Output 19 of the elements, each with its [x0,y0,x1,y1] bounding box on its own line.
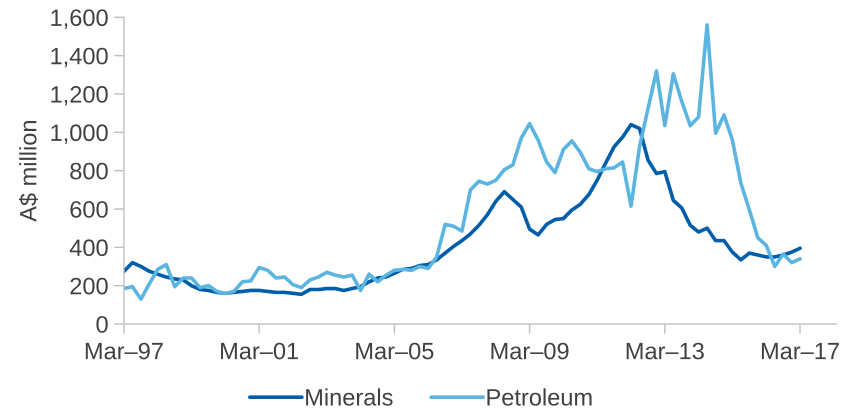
y-tick-label: 1,600 [51,9,108,29]
y-tick-label: 200 [70,278,108,294]
x-tick-label: Mar–05 [356,342,434,360]
legend-label: Petroleum [487,388,592,406]
line-series [124,23,802,301]
y-tick-label: 600 [70,201,108,218]
y-tick-label: 400 [70,239,108,256]
legend-label: Minerals [306,388,393,406]
x-tick-label: Mar–13 [626,342,704,360]
x-tick-label: Mar–17 [762,342,839,360]
y-tick-label: 0 [96,316,108,333]
y-tick-label: 1,200 [51,86,108,106]
y-tick-label: 1,000 [51,124,108,144]
y-tick-label: 800 [70,162,108,180]
x-tick-label: Mar–09 [491,342,568,360]
x-tick-label: Mar–97 [86,342,163,360]
x-tick-label: Mar–01 [221,342,298,360]
y-axis-title: A$ million [18,121,38,222]
y-tick-label: 1,400 [51,48,108,68]
